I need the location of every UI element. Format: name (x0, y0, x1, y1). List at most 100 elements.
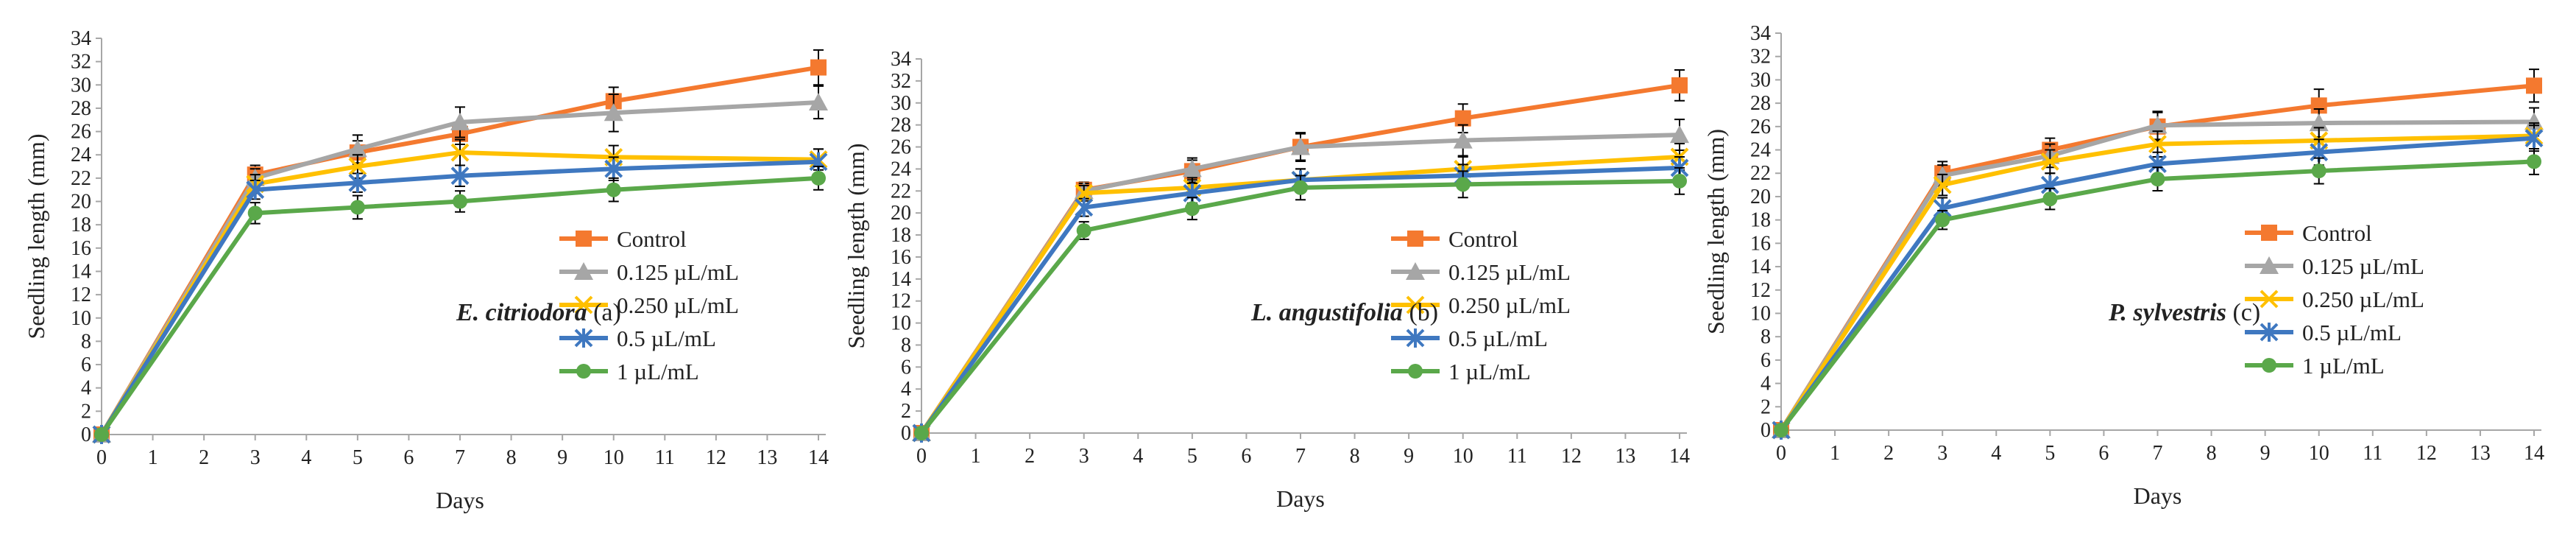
legend-swatch-marker (576, 364, 591, 379)
series-line (1779, 119, 2535, 432)
legend-swatch-marker (2260, 323, 2279, 342)
x-tick-label: 9 (1404, 445, 1414, 468)
legend-label: 0.5 µL/mL (1448, 326, 1548, 351)
legend-swatch-marker (1406, 262, 1425, 280)
y-tick-label: 16 (1750, 232, 1771, 255)
panel-label: L. angustifolia (b) (1250, 299, 1438, 326)
panel-species: L. angustifolia (1250, 299, 1403, 326)
data-point (2311, 164, 2326, 179)
y-tick-label: 6 (901, 356, 911, 379)
legend-item: 0.5 µL/mL (1391, 326, 1548, 351)
legend-label: 0.250 µL/mL (2302, 286, 2424, 312)
series-5 (1774, 147, 2541, 437)
legend-item: 0.125 µL/mL (559, 259, 739, 285)
y-tick-label: 6 (81, 354, 91, 376)
data-point (2148, 116, 2168, 134)
y-tick-label: 28 (1750, 92, 1771, 115)
y-tick-label: 4 (81, 377, 91, 400)
legend-swatch-marker (1406, 295, 1425, 314)
x-tick-label: 3 (250, 446, 261, 469)
y-tick-label: 30 (71, 74, 91, 96)
legend-label: 1 µL/mL (1448, 359, 1531, 384)
data-point (914, 426, 929, 440)
series-line (99, 175, 819, 436)
x-tick-label: 14 (1669, 445, 1690, 468)
data-point (246, 180, 265, 200)
data-point (350, 200, 365, 215)
y-tick-label: 26 (71, 121, 91, 144)
y-axis-title: Seedling length (mm) (1702, 129, 1729, 334)
x-tick-label: 2 (1883, 442, 1894, 465)
x-tick-label: 13 (2470, 442, 2491, 465)
legend-label: 0.5 µL/mL (617, 326, 716, 351)
data-point (1453, 130, 1473, 149)
x-tick-label: 3 (1079, 445, 1089, 468)
data-point (604, 103, 623, 122)
data-point (1291, 137, 1310, 155)
legend-swatch-marker (576, 231, 592, 247)
x-tick-label: 7 (1295, 445, 1306, 468)
x-tick-label: 12 (1561, 445, 1582, 468)
x-tick-label: 7 (455, 446, 465, 469)
legend-label: Control (2302, 220, 2372, 246)
series-2 (912, 119, 1689, 441)
legend-item: 0.125 µL/mL (1391, 259, 1571, 285)
y-tick-label: 24 (1750, 139, 1771, 162)
series-line (919, 178, 1680, 435)
legend-item: 0.5 µL/mL (2245, 320, 2402, 345)
y-tick-label: 32 (891, 70, 911, 93)
series-line (1779, 159, 2535, 432)
x-tick-label: 0 (1776, 442, 1786, 465)
y-tick-label: 10 (1750, 302, 1771, 325)
legend: Control 0.125 µL/mL 0.250 µL/mL 0.5 µL/mL 1 … (559, 226, 739, 384)
y-tick-label: 10 (891, 312, 911, 335)
x-tick-label: 10 (604, 446, 624, 469)
x-tick-label: 9 (2260, 442, 2271, 465)
x-tick-label: 8 (2207, 442, 2217, 465)
y-tick-label: 20 (891, 202, 911, 225)
legend-swatch-marker (2260, 289, 2279, 309)
legend-swatch-marker (1407, 231, 1423, 247)
panel-letter: (c) (2226, 299, 2260, 326)
legend-item: 1 µL/mL (2245, 353, 2385, 379)
y-tick-label: 4 (901, 378, 911, 401)
x-tick-label: 11 (2363, 442, 2382, 465)
y-tick-label: 22 (71, 167, 91, 190)
y-tick-label: 26 (1750, 116, 1771, 138)
y-tick-label: 0 (901, 422, 911, 445)
series-line (1779, 133, 2535, 432)
y-tick-label: 2 (81, 400, 91, 423)
y-tick-label: 4 (1761, 373, 1771, 395)
y-tick-label: 18 (71, 214, 91, 236)
series-1 (913, 68, 1688, 441)
y-tick-label: 8 (901, 334, 911, 356)
legend-label: 0.125 µL/mL (2302, 253, 2424, 279)
x-tick-label: 10 (1453, 445, 1473, 468)
legend-item: Control (1391, 226, 1518, 252)
y-tick-label: 20 (71, 191, 91, 214)
series-5 (94, 166, 826, 442)
y-axis-title: Seedling length (mm) (23, 133, 49, 339)
legend-swatch-marker (2262, 358, 2276, 373)
legend-label: 0.5 µL/mL (2302, 320, 2402, 345)
legend-swatch-marker (574, 295, 593, 314)
legend-item: 0.250 µL/mL (2245, 286, 2424, 312)
series-line (919, 154, 1680, 435)
series-line (99, 100, 819, 436)
panel-species: P. sylvestris (2108, 299, 2226, 326)
y-tick-label: 28 (891, 114, 911, 137)
series-5 (914, 166, 1687, 440)
legend-label: 0.125 µL/mL (1448, 259, 1571, 285)
x-tick-label: 8 (1350, 445, 1360, 468)
legend-item: 0.250 µL/mL (1391, 292, 1571, 318)
data-point (2150, 172, 2165, 187)
data-point (606, 182, 621, 197)
legend-swatch-marker (2260, 256, 2279, 274)
y-tick-label: 16 (71, 237, 91, 260)
x-tick-label: 5 (1187, 445, 1197, 468)
legend-swatch-marker (1406, 328, 1425, 348)
y-tick-label: 14 (891, 268, 911, 291)
